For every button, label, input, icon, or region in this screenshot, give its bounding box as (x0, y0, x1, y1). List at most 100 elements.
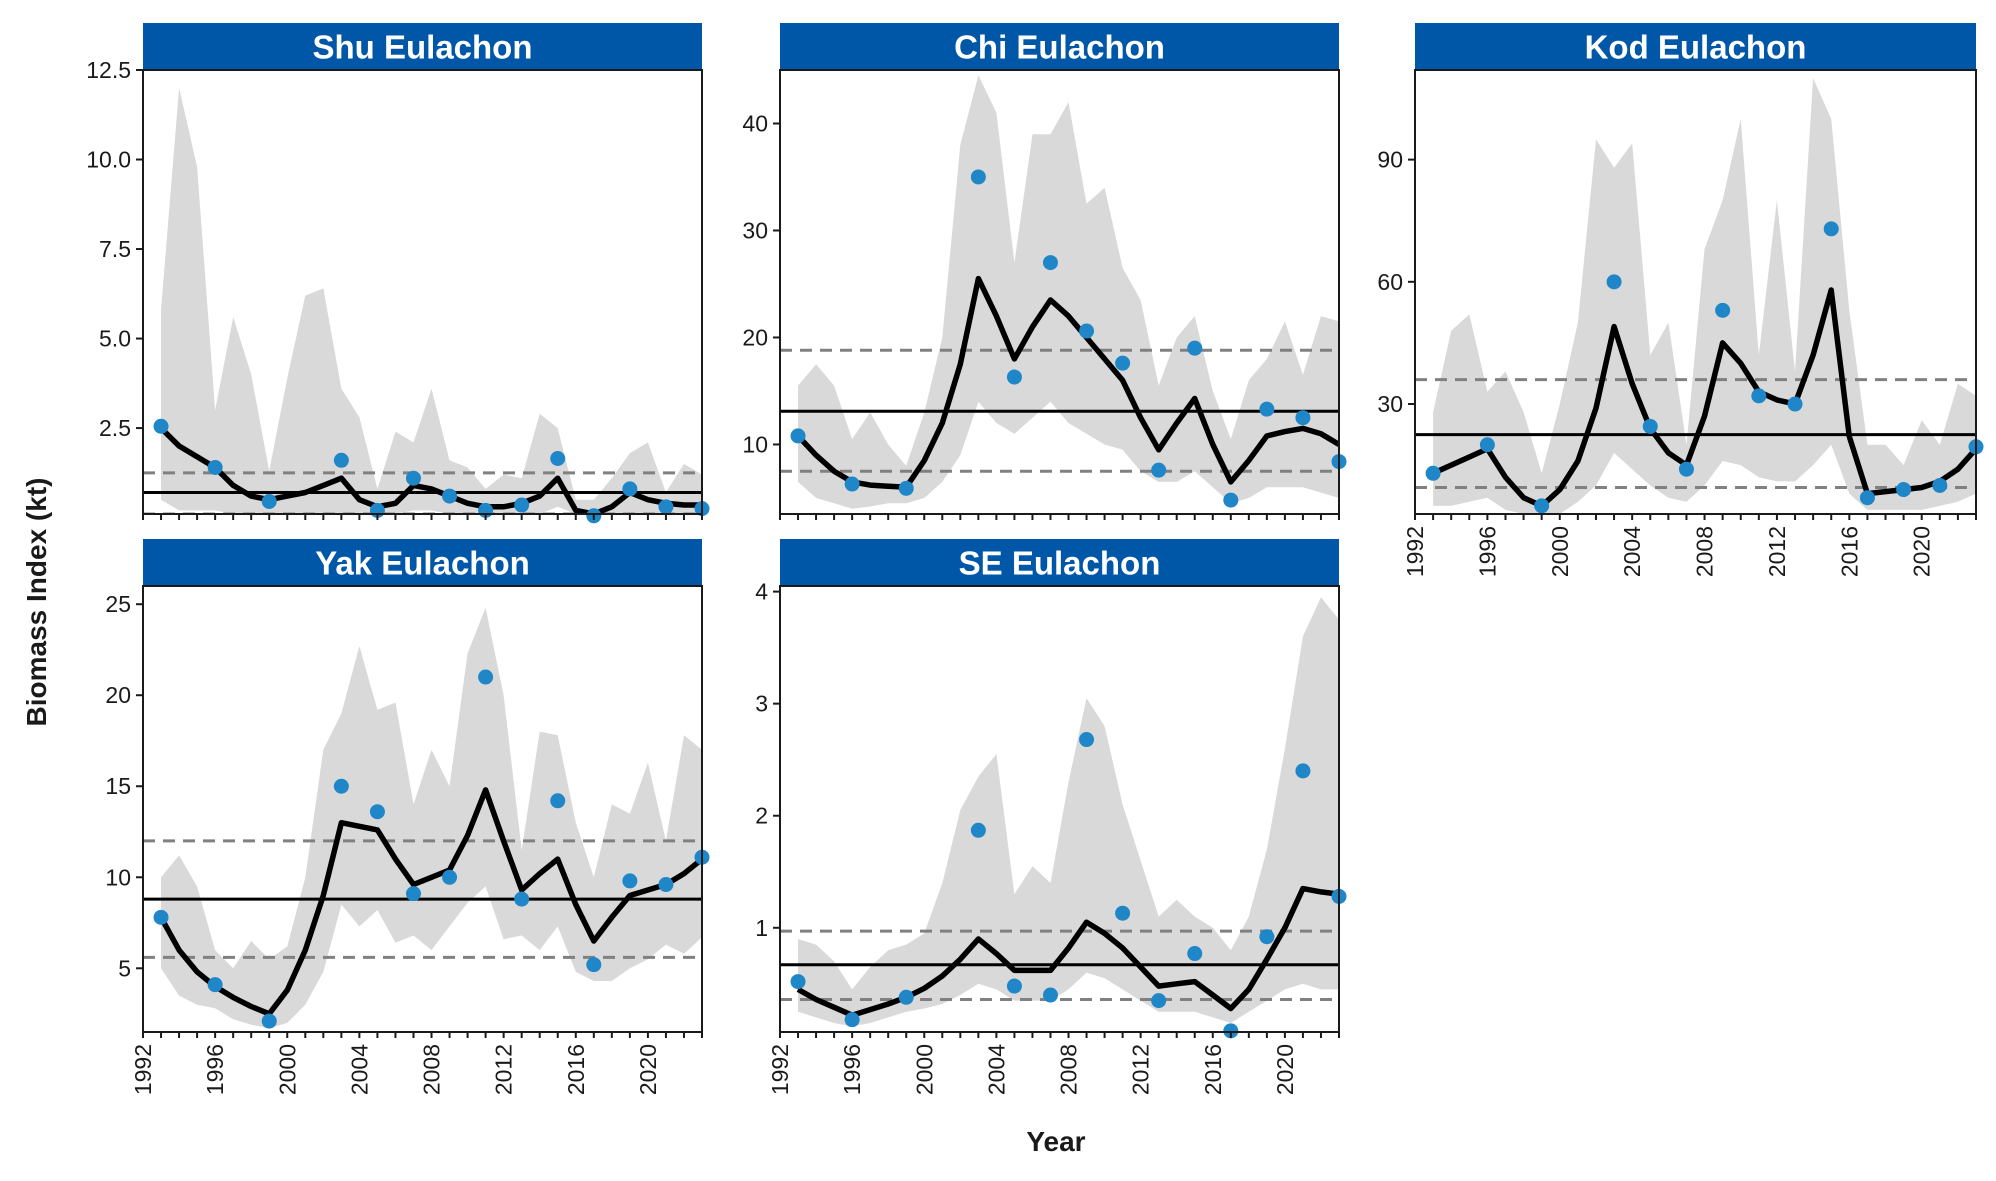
x-tick-label: 1992 (1402, 526, 1428, 577)
panel-border (142, 69, 703, 515)
panel-title: SE Eulachon (959, 545, 1161, 582)
data-point (1115, 905, 1131, 921)
data-point (514, 891, 530, 907)
data-point (790, 428, 806, 444)
fit-line (159, 426, 702, 514)
x-tick-label: 2008 (1056, 1044, 1082, 1095)
data-point (1223, 1023, 1239, 1039)
data-point (1187, 946, 1203, 962)
data-point (1534, 498, 1550, 514)
data-point (478, 669, 494, 685)
fit-line (796, 885, 1339, 1018)
panel-border (779, 585, 1340, 1033)
panel-strip (780, 539, 1339, 586)
x-tick-label: 2012 (491, 1044, 517, 1095)
data-point (622, 873, 638, 889)
y-tick-label: 90 (1377, 147, 1403, 173)
data-point (442, 869, 458, 885)
panel-5: SE Eulachon 1 2 3 4 1992 1996 2000 2004 2008 2012 2… (755, 539, 1347, 1095)
x-tick-label: 2012 (1128, 1044, 1154, 1095)
x-tick-label: 2000 (911, 1044, 937, 1095)
x-tick-label: 2008 (1692, 526, 1718, 577)
data-point (1259, 401, 1275, 417)
y-axis-title: Biomass Index (kt) (21, 478, 52, 727)
x-tick-label: 2020 (635, 1044, 661, 1095)
data-point (844, 1012, 860, 1028)
y-tick-label: 30 (1377, 391, 1403, 417)
x-tick-label: 1996 (1474, 526, 1500, 577)
panel-1: Shu Eulachon 2.5 5.0 7.5 10.0 12.5 (86, 23, 710, 524)
y-tick-label: 10 (105, 864, 131, 890)
data-point (1859, 490, 1875, 506)
data-point (898, 989, 914, 1005)
data-point (1295, 763, 1311, 779)
confidence-ribbon (1433, 78, 1976, 514)
confidence-ribbon (161, 87, 702, 514)
confidence-ribbon (798, 597, 1339, 1027)
x-tick-label: 2004 (346, 1044, 372, 1095)
panel-title: Yak Eulachon (315, 545, 530, 582)
y-tick-label: 12.5 (86, 57, 131, 83)
x-tick-label: 2016 (563, 1044, 589, 1095)
plot-area (780, 597, 1339, 1027)
y-tick-label: 10.0 (86, 147, 131, 173)
confidence-ribbon (798, 75, 1339, 509)
data-point (514, 497, 530, 513)
plot-area (143, 87, 702, 514)
panel-border (142, 585, 703, 1033)
panel-title: Chi Eulachon (954, 29, 1165, 66)
x-tick-label: 1996 (839, 1044, 865, 1095)
panel-border (1414, 69, 1977, 515)
x-tick-label: 1996 (202, 1044, 228, 1095)
y-tick-label: 2.5 (99, 415, 131, 441)
data-point (405, 470, 421, 486)
data-point (1932, 477, 1948, 493)
data-point (1425, 465, 1441, 481)
x-tick-label: 2000 (1547, 526, 1573, 577)
y-tick-label: 1 (755, 915, 768, 941)
x-tick-label: 2000 (274, 1044, 300, 1095)
data-point (442, 488, 458, 504)
data-point (586, 957, 602, 973)
x-tick-label: 2004 (983, 1044, 1009, 1095)
y-tick-label: 20 (742, 324, 768, 350)
data-point (1079, 732, 1095, 748)
y-tick-label: 4 (755, 579, 768, 605)
data-point (1079, 323, 1095, 339)
x-tick-label: 1992 (130, 1044, 156, 1095)
panel-title: Kod Eulachon (1585, 29, 1807, 66)
fit-line (795, 275, 1339, 491)
data-point (1259, 929, 1275, 945)
panel-strip (143, 539, 702, 586)
confidence-ribbon (161, 607, 702, 1029)
x-axis-title: Year (1026, 1126, 1085, 1157)
data-point (1678, 461, 1694, 477)
x-tick-label: 2004 (1619, 526, 1645, 577)
panel-strip (143, 23, 702, 70)
data-point (1115, 355, 1131, 371)
panel-strip (1415, 23, 1976, 70)
panel-border (779, 69, 1340, 515)
data-point (1715, 302, 1731, 318)
x-tick-label: 2008 (419, 1044, 445, 1095)
x-tick-label: 2012 (1764, 526, 1790, 577)
data-point (1042, 255, 1058, 271)
data-point (1896, 482, 1912, 498)
data-point (970, 169, 986, 185)
data-point (207, 977, 223, 993)
y-tick-label: 7.5 (99, 236, 131, 262)
data-point (658, 877, 674, 893)
plot-area (1415, 78, 1976, 514)
panel-3: Kod Eulachon 30 60 90 1992 1996 2000 2004 2008 20… (1377, 23, 1984, 577)
x-tick-label: 2020 (1909, 526, 1935, 577)
data-point (622, 481, 638, 497)
y-tick-label: 5 (118, 955, 131, 981)
y-tick-label: 40 (742, 110, 768, 136)
data-point (1187, 340, 1203, 356)
data-point (1006, 369, 1022, 385)
data-point (970, 822, 986, 838)
data-point (153, 909, 169, 925)
fit-line (1431, 287, 1976, 509)
panel-strip (780, 23, 1339, 70)
